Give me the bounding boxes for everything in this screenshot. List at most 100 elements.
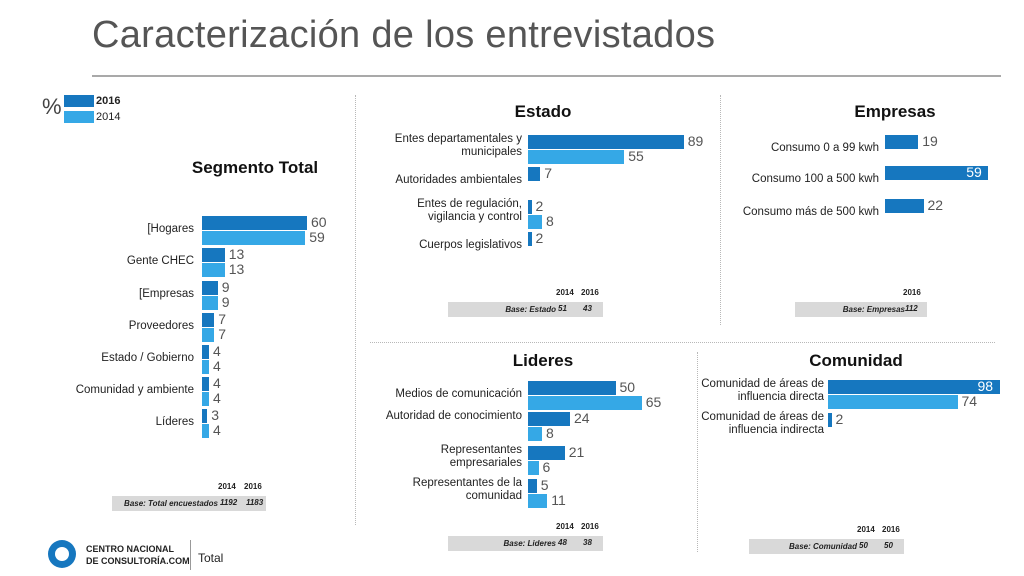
legend-swatch-2016 [64,95,94,107]
base-label: Base: Lideres [503,539,556,548]
data-label-2014: 7 [218,326,227,342]
base-row: Base: Lideres 48 38 [448,536,603,551]
bar-2014 [202,263,225,277]
legend-label-2016: 2016 [96,95,121,107]
bar-2016 [885,199,924,213]
base-value: 51 [558,304,567,313]
data-label-2016: 21 [568,444,585,460]
footer-section-label: Total [198,551,224,565]
category-label: [Hogares [147,223,194,235]
divider-horizontal [370,342,995,343]
bar-2014 [202,231,306,245]
base-value: 50 [859,541,868,550]
bar-2016 [828,413,832,427]
data-label-2016: 22 [927,197,944,213]
base-value: 48 [558,538,567,547]
base-table: 2014 2016 Base: Estado 51 43 [448,288,603,318]
footer-divider [190,540,191,570]
data-label-2014: 11 [551,492,566,508]
base-year-header: 2014 [556,288,574,297]
divider-vertical-right-bottom [697,352,698,552]
category-label: Comunidad de áreas de influencia indirec… [701,411,824,436]
category-label: [Empresas [139,288,194,300]
data-label-2016: 9 [221,279,230,295]
bar-2014 [528,461,539,475]
base-table: 2014 2016 Base: Lideres 48 38 [448,522,603,552]
bar-2016 [202,216,307,230]
base-table: 2014 2016 Base: Total encuestados 1192 1183 [112,482,266,512]
base-row: Base: Comunidad 50 50 [749,539,904,554]
base-row: Base: Empresas 112 [795,302,927,317]
category-label: Comunidad de áreas de influencia directa [701,378,824,403]
chart-title-lideres: Lideres [512,351,574,370]
bar-2014 [528,396,642,410]
category-label: Medios de comunicación [395,388,522,400]
base-value: 1183 [246,498,264,507]
bar-2016 [202,281,218,295]
base-row: Base: Estado 51 43 [448,302,603,317]
chart-title-comunidad: Comunidad [809,351,903,370]
bar-2016 [528,200,532,214]
data-label-2016: 2 [835,411,844,427]
category-label: Entes de regulación, vigilancia y contro… [417,198,522,223]
bar-2014 [528,215,542,229]
base-year-header: 2014 [857,525,875,534]
bar-2016 [828,380,1000,394]
bar-2016 [528,135,684,149]
bar-2016 [528,167,541,181]
data-label-2014: 55 [628,148,644,164]
base-year-header: 2016 [581,522,599,531]
base-year-header: 2016 [581,288,599,297]
bar-2016 [202,377,209,391]
data-label-2014: 8 [546,213,554,229]
base-label: Base: Estado [505,305,556,314]
bar-2016 [202,345,209,359]
bar-2014 [528,494,548,508]
category-label: Representantes de la comunidad [412,477,522,502]
bar-2016 [885,166,989,180]
bar-2016 [528,479,537,493]
bar-2016 [528,446,565,460]
base-label: Base: Total encuestados [124,499,218,508]
bar-2014 [528,427,542,441]
base-table: 2016 Base: Empresas 112 [795,288,927,318]
category-label: Proveedores [128,320,194,332]
data-label-2016: 24 [574,410,590,426]
data-label-2016: 19 [922,133,938,149]
category-label: Autoridad de conocimiento [385,410,522,422]
data-label-2016: 5 [540,477,549,493]
base-value: 1192 [220,498,238,507]
data-label-2014: 4 [213,422,221,438]
bar-2014 [528,150,625,164]
bar-2016 [202,313,215,327]
category-label: Consumo más de 500 kwh [742,206,879,218]
data-label-2016: 98 [977,378,994,394]
title-divider [92,75,1001,77]
data-label-2016: 60 [311,214,327,230]
category-label: Consumo 0 a 99 kwh [770,142,879,154]
data-label-2016: 2 [535,198,544,214]
data-label-2016: 50 [619,379,636,395]
bar-2014 [828,395,958,409]
data-label-2014: 74 [961,393,978,409]
data-label-2014: 8 [546,425,554,441]
org-name-line2: DE CONSULTORÍA.COM [86,556,190,566]
base-table: 2014 2016 Base: Comunidad 50 50 [749,525,904,555]
data-label-2016: 7 [544,165,553,181]
divider-vertical-left [355,95,356,525]
chart-title-estado: Estado [514,102,572,121]
chart-title-segmento-total: Segmento Total [191,158,319,177]
category-label: Representantes empresariales [440,444,522,469]
category-label: Líderes [155,416,194,428]
data-label-2014: 65 [645,394,662,410]
legend-swatch-2014 [64,111,94,123]
data-label-2014: 59 [309,229,325,245]
bar-2014 [202,360,209,374]
bar-2016 [528,412,570,426]
bar-2014 [202,328,215,342]
base-value: 43 [583,304,592,313]
base-value: 38 [583,538,592,547]
base-value: 112 [905,304,918,313]
base-year-header: 2014 [218,482,236,491]
divider-vertical-right-top [720,95,721,325]
